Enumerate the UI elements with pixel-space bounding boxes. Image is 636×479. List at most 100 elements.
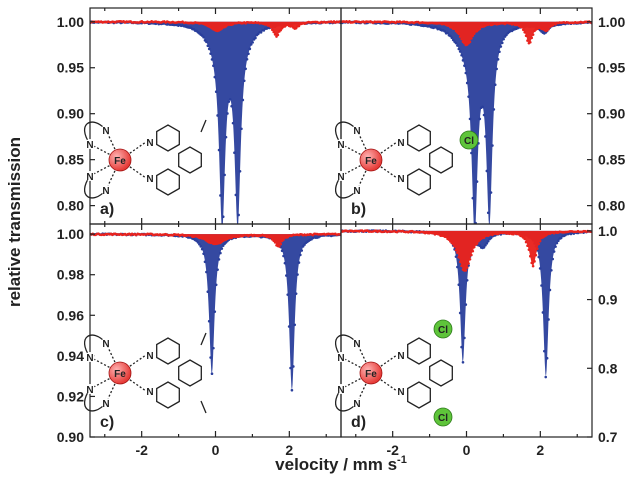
blue-data-point <box>456 44 459 47</box>
blue-data-point <box>482 246 486 249</box>
red-data-point <box>531 264 535 268</box>
cl-atom <box>433 407 453 427</box>
nitrogen-atom-label: N <box>86 172 93 183</box>
fe-atom-label: Fe <box>114 369 126 380</box>
blue-data-point <box>537 255 541 259</box>
blue-data-point <box>210 58 214 61</box>
red-data-point <box>458 260 462 264</box>
blue-data-point <box>292 365 295 368</box>
blue-data-point <box>465 278 469 282</box>
red-data-point <box>458 35 462 38</box>
blue-data-point <box>446 31 449 35</box>
blue-data-point <box>230 104 233 108</box>
blue-data-point <box>554 245 557 248</box>
blue-data-point <box>221 244 225 247</box>
blue-series-absorption <box>90 21 341 224</box>
red-data-point <box>529 254 532 258</box>
red-data-point <box>526 244 529 247</box>
ring-middle <box>178 146 202 174</box>
blue-data-point <box>557 239 560 243</box>
nitrogen-atom-label: N <box>353 339 360 350</box>
blue-data-point <box>478 117 482 121</box>
cl-atom <box>433 319 453 339</box>
red-data-point <box>472 245 476 249</box>
red-data-point <box>524 240 528 244</box>
fe-atom <box>359 148 383 172</box>
ring-middle <box>178 359 202 387</box>
nitrogen-atom-label: N <box>146 138 153 149</box>
nitrogen-bg <box>101 338 111 348</box>
blue-data-point <box>221 215 225 219</box>
blue-data-point <box>496 58 500 61</box>
blue-data-point <box>486 239 490 243</box>
blue-data-point <box>228 98 232 101</box>
chelate-arc <box>84 121 107 145</box>
nitrogen-atom-label: N <box>337 385 344 396</box>
blue-data-point <box>500 41 504 45</box>
blue-data-point <box>259 31 263 34</box>
blue-data-point <box>287 325 291 328</box>
red-data-point <box>524 34 528 38</box>
nitrogen-bg <box>352 125 362 135</box>
ring-upper <box>407 337 431 365</box>
nitrogen-bg <box>352 338 362 348</box>
y-tick-label: 1.00 <box>57 14 84 30</box>
blue-data-point <box>297 261 301 264</box>
red-data-point <box>468 257 472 261</box>
blue-data-point <box>280 249 284 252</box>
blue-data-point <box>209 356 212 359</box>
nitrogen-bg <box>101 398 111 408</box>
red-data-point <box>453 244 456 248</box>
ring-upper <box>156 337 180 365</box>
plot-area <box>341 19 592 224</box>
blue-data-point <box>454 41 458 45</box>
red-data-point <box>454 248 458 252</box>
panel-label: b) <box>351 201 366 218</box>
ring-lower <box>156 168 180 196</box>
blue-data-point <box>505 33 508 37</box>
red-data-point <box>531 33 535 36</box>
red-data-point <box>472 32 476 35</box>
blue-data-point <box>216 114 219 117</box>
nitrogen-bg <box>145 386 155 396</box>
blue-data-point <box>475 180 479 183</box>
y-tick-label: 0.90 <box>598 106 625 122</box>
red-data-point <box>269 235 273 239</box>
red-data-point <box>530 36 533 40</box>
y-tick-label: 0.92 <box>57 388 84 404</box>
blue-data-point <box>485 169 489 173</box>
blue-data-point <box>471 196 475 200</box>
blue-data-point <box>219 194 222 197</box>
blue-data-point <box>552 250 556 253</box>
x-tick-label: 0 <box>212 442 220 458</box>
red-data-point <box>527 248 531 251</box>
blue-data-point <box>470 151 473 155</box>
red-data-point <box>460 264 463 268</box>
blue-data-point <box>456 265 459 269</box>
blue-data-point <box>247 52 250 56</box>
blue-data-point <box>203 260 207 264</box>
red-data-point <box>451 242 455 246</box>
red-data-point <box>269 25 273 29</box>
blue-data-point <box>293 323 297 327</box>
y-tick-label: 1.00 <box>57 226 84 242</box>
y-tick-label: 0.7 <box>598 429 618 445</box>
methyl-bond <box>200 332 207 346</box>
cl-atom-label: Cl <box>464 136 474 147</box>
cl-atom-label: Cl <box>438 325 448 336</box>
blue-data-point <box>464 303 468 306</box>
x-axis-title: velocity / mm s-1 <box>275 454 407 474</box>
blue-data-point <box>245 57 249 61</box>
y-tick-label: 0.80 <box>57 198 84 214</box>
blue-data-point <box>234 193 238 197</box>
y-tick-label: 0.98 <box>57 267 84 283</box>
red-data-point <box>456 251 459 254</box>
blue-data-point <box>244 67 247 71</box>
red-data-point <box>538 239 542 243</box>
red-data-point <box>520 25 524 29</box>
blue-data-point <box>463 64 466 67</box>
red-data-point <box>534 253 538 257</box>
chelate-arc <box>84 388 107 412</box>
red-data-point <box>471 249 475 253</box>
